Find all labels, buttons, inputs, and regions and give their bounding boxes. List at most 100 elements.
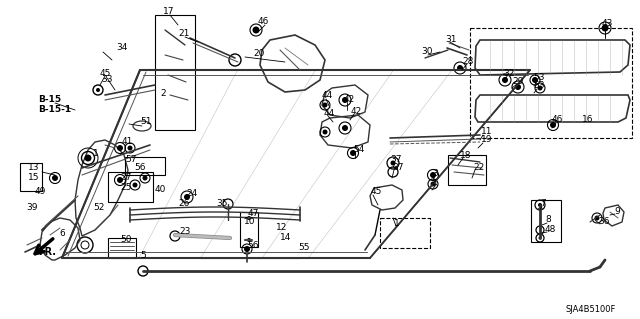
Text: 51: 51 <box>140 116 152 125</box>
Circle shape <box>323 102 328 108</box>
Text: 41: 41 <box>122 137 133 145</box>
Text: 27: 27 <box>120 174 131 182</box>
Circle shape <box>127 145 132 151</box>
Text: 46: 46 <box>552 115 563 124</box>
Text: 8: 8 <box>545 216 551 225</box>
Text: 31: 31 <box>445 34 456 43</box>
Circle shape <box>602 25 609 32</box>
Text: 13: 13 <box>28 164 40 173</box>
Text: 25: 25 <box>120 183 131 192</box>
Text: 28: 28 <box>462 56 474 65</box>
Circle shape <box>96 88 100 92</box>
Text: 17: 17 <box>163 8 175 17</box>
Bar <box>108 238 136 258</box>
Text: 33: 33 <box>101 76 113 85</box>
Bar <box>108 172 153 202</box>
Text: 4: 4 <box>432 179 438 188</box>
Text: 6: 6 <box>59 229 65 239</box>
Circle shape <box>132 182 138 188</box>
Bar <box>448 155 486 185</box>
Bar <box>531 200 561 242</box>
Circle shape <box>390 160 396 166</box>
Text: 37: 37 <box>392 162 403 172</box>
Circle shape <box>430 172 436 178</box>
Text: 44: 44 <box>324 108 335 117</box>
Text: 45: 45 <box>371 188 382 197</box>
Circle shape <box>550 122 556 128</box>
Circle shape <box>247 216 251 220</box>
Circle shape <box>515 84 521 90</box>
Circle shape <box>431 182 435 187</box>
Circle shape <box>342 125 348 131</box>
Circle shape <box>52 175 58 181</box>
Text: 56: 56 <box>247 241 259 250</box>
Text: 16: 16 <box>582 115 593 123</box>
Circle shape <box>84 154 92 161</box>
Text: 42: 42 <box>351 107 362 115</box>
Circle shape <box>253 26 259 33</box>
Text: 47: 47 <box>248 209 259 218</box>
Text: 53: 53 <box>533 73 545 83</box>
Text: 56: 56 <box>134 162 145 172</box>
Text: 19: 19 <box>481 136 493 145</box>
Circle shape <box>350 150 356 156</box>
Bar <box>380 218 430 248</box>
Text: FR.: FR. <box>38 247 56 257</box>
Text: 50: 50 <box>120 234 131 243</box>
Bar <box>470 28 632 138</box>
Text: 21: 21 <box>178 29 189 39</box>
Circle shape <box>247 238 251 242</box>
Text: 37: 37 <box>390 155 401 165</box>
Text: SJA4B5100F: SJA4B5100F <box>565 306 616 315</box>
Text: 32: 32 <box>503 69 515 78</box>
Bar <box>125 157 165 175</box>
Text: 46: 46 <box>258 18 269 26</box>
Text: 23: 23 <box>179 226 190 235</box>
Text: 52: 52 <box>93 204 104 212</box>
Text: 36: 36 <box>598 217 609 226</box>
Text: 30: 30 <box>421 48 433 56</box>
Text: 54: 54 <box>353 145 364 153</box>
Text: 26: 26 <box>178 198 189 207</box>
Text: 24: 24 <box>186 189 197 197</box>
Text: 5: 5 <box>140 251 146 261</box>
Text: 2: 2 <box>160 90 166 99</box>
Circle shape <box>323 130 328 135</box>
Text: 55: 55 <box>298 242 310 251</box>
Text: 20: 20 <box>253 49 264 58</box>
Circle shape <box>538 203 542 207</box>
Text: B-15-1: B-15-1 <box>38 106 71 115</box>
Bar <box>20 163 42 191</box>
Circle shape <box>117 145 123 151</box>
Text: 34: 34 <box>116 42 127 51</box>
Text: 18: 18 <box>460 151 472 160</box>
Text: 10: 10 <box>244 217 255 226</box>
Text: 3: 3 <box>432 168 438 177</box>
Text: 48: 48 <box>545 225 556 234</box>
Text: 42: 42 <box>344 94 355 103</box>
Circle shape <box>143 175 147 181</box>
Circle shape <box>117 177 123 183</box>
Text: 39: 39 <box>26 203 38 211</box>
Circle shape <box>502 77 508 83</box>
Circle shape <box>532 77 538 83</box>
Text: 12: 12 <box>276 224 287 233</box>
Text: 9: 9 <box>614 206 620 216</box>
Text: 14: 14 <box>280 233 291 241</box>
Text: 15: 15 <box>28 174 40 182</box>
Text: 29: 29 <box>512 77 524 85</box>
Bar <box>240 212 258 247</box>
Bar <box>155 15 195 130</box>
Text: 40: 40 <box>155 186 166 195</box>
Circle shape <box>457 65 463 71</box>
Text: 7: 7 <box>540 198 546 207</box>
Text: 53: 53 <box>533 81 545 91</box>
Circle shape <box>184 194 190 200</box>
Text: 57: 57 <box>125 155 136 165</box>
Circle shape <box>595 216 600 220</box>
Text: 45: 45 <box>100 69 111 78</box>
Text: 22: 22 <box>473 162 484 172</box>
Text: 35: 35 <box>216 199 227 209</box>
Text: 49: 49 <box>35 188 46 197</box>
Text: 44: 44 <box>322 92 333 100</box>
